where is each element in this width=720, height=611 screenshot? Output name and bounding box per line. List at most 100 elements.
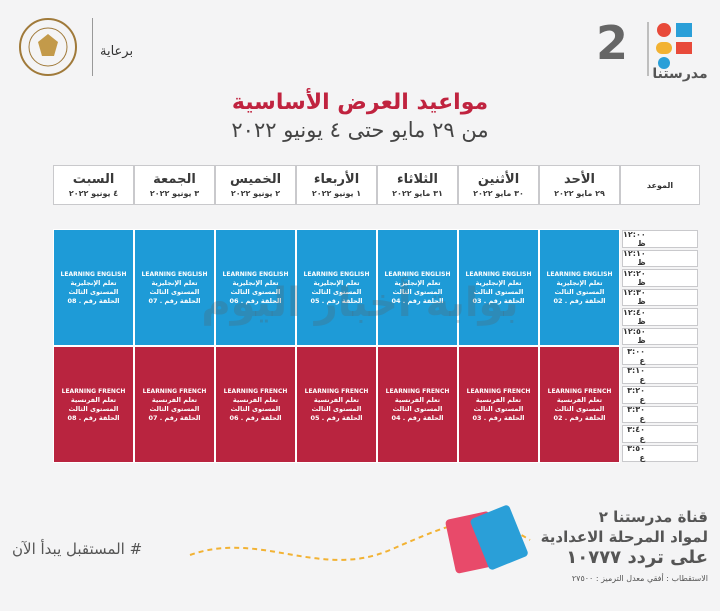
footer-decoration xyxy=(189,505,531,574)
day-date: ٣١ مايو ٢٠٢٢ xyxy=(392,189,443,198)
program-episode: الحلقة رقم . 02 xyxy=(553,413,606,422)
day-name: الأحد xyxy=(564,172,596,187)
day-date: ١ يونيو ٢٠٢٢ xyxy=(311,189,362,198)
program-subject: تعلم الإنجليزية xyxy=(556,278,603,287)
day-name: الأربعاء xyxy=(313,172,360,187)
program-title: LEARNING ENGLISH xyxy=(465,270,532,278)
program-subject: تعلم الفرنسية xyxy=(70,395,117,404)
program-level: المستوى الثالث xyxy=(149,287,200,296)
program-title: LEARNING ENGLISH xyxy=(60,270,127,278)
program-subject: تعلم الفرنسية xyxy=(232,395,279,404)
program-level: المستوى الثالث xyxy=(230,287,281,296)
program-level: المستوى الثالث xyxy=(68,404,119,413)
time-cell: ٣:٤٠ ع xyxy=(622,425,698,443)
program-title: LEARNING ENGLISH xyxy=(222,270,289,278)
program-title: LEARNING FRENCH xyxy=(547,387,612,395)
day-header: الأثنين ٣٠ مايو ٢٠٢٢ xyxy=(458,165,539,205)
day-date: ٢٩ مايو ٢٠٢٢ xyxy=(554,189,605,198)
program-cell: LEARNING ENGLISH تعلم الإنجليزية المستوى ا… xyxy=(53,229,134,346)
program-cell: LEARNING FRENCH تعلم الفرنسية المستوى الثا… xyxy=(539,346,620,463)
program-level: المستوى الثالث xyxy=(149,404,200,413)
brand-logo xyxy=(647,22,692,76)
program-title: LEARNING ENGLISH xyxy=(303,270,370,278)
day-header: السبت ٤ يونيو ٢٠٢٢ xyxy=(53,165,134,205)
program-level: المستوى الثالث xyxy=(311,404,362,413)
channel: قناة مدرستنا ٢ xyxy=(598,508,708,526)
day-date: ٣٠ مايو ٢٠٢٢ xyxy=(473,189,524,198)
day-name: الخميس xyxy=(229,172,282,187)
program-subject: تعلم الإنجليزية xyxy=(232,278,279,287)
program-level: المستوى الثالث xyxy=(311,287,362,296)
program-cell: LEARNING FRENCH تعلم الفرنسية المستوى الثا… xyxy=(53,346,134,463)
day-header: الأربعاء ١ يونيو ٢٠٢٢ xyxy=(296,165,377,205)
title: مواعيد العرض الأساسية xyxy=(231,90,489,115)
time-cell: ١٢:٢٠ ظ xyxy=(622,269,698,287)
program-episode: الحلقة رقم . 04 xyxy=(391,296,444,305)
program-title: LEARNING FRENCH xyxy=(385,387,450,395)
frequency: على تردد ١٠٧٧٧ xyxy=(566,547,708,568)
program-cell: LEARNING ENGLISH تعلم الإنجليزية المستوى ا… xyxy=(215,229,296,346)
program-subject: تعلم الفرنسية xyxy=(475,395,522,404)
program-episode: الحلقة رقم . 08 xyxy=(67,413,120,422)
channel-subject: لمواد المرحلة الاعدادية xyxy=(540,528,708,546)
time-cell: ١٢:٠٠ ظ xyxy=(622,230,698,248)
program-level: المستوى الثالث xyxy=(554,404,605,413)
program-subject: تعلم الفرنسية xyxy=(151,395,198,404)
program-level: المستوى الثالث xyxy=(68,287,119,296)
day-name: الثلاثاء xyxy=(397,172,438,187)
time-cell: ١٢:١٠ ظ xyxy=(622,249,698,267)
program-cell: LEARNING ENGLISH تعلم الإنجليزية المستوى ا… xyxy=(539,229,620,346)
program-episode: الحلقة رقم . 05 xyxy=(310,413,363,422)
program-subject: تعلم الإنجليزية xyxy=(70,278,117,287)
program-cell: LEARNING FRENCH تعلم الفرنسية المستوى الثا… xyxy=(377,346,458,463)
program-cell: LEARNING FRENCH تعلم الفرنسية المستوى الثا… xyxy=(296,346,377,463)
day-header: الأحد ٢٩ مايو ٢٠٢٢ xyxy=(539,165,620,205)
time-cell: ١٢:٤٠ ظ xyxy=(622,308,698,326)
day-name: السبت xyxy=(72,172,115,187)
time-cell: ٣:٥٠ ع xyxy=(622,444,698,462)
time-cell: ١٢:٥٠ ظ xyxy=(622,327,698,345)
time-cell: ١٢:٣٠ ظ xyxy=(622,288,698,306)
program-level: المستوى الثالث xyxy=(473,287,524,296)
divider xyxy=(92,18,93,76)
program-level: المستوى الثالث xyxy=(473,404,524,413)
watermark: بوابة أخبار اليوم xyxy=(201,280,519,326)
sponsor: برعاية xyxy=(100,44,134,59)
ministry-seal xyxy=(19,18,77,76)
day-header: الخميس ٢ يونيو ٢٠٢٢ xyxy=(215,165,296,205)
program-title: LEARNING FRENCH xyxy=(142,387,207,395)
program-cell: LEARNING ENGLISH تعلم الإنجليزية المستوى ا… xyxy=(134,229,215,346)
program-episode: الحلقة رقم . 08 xyxy=(67,296,120,305)
program-episode: الحلقة رقم . 05 xyxy=(310,296,363,305)
time-cell: ٣:٢٠ ع xyxy=(622,386,698,404)
day-header: الثلاثاء ٣١ مايو ٢٠٢٢ xyxy=(377,165,458,205)
slogan: # المستقبل يبدأ الآن xyxy=(12,540,143,558)
program-cell: LEARNING FRENCH تعلم الفرنسية المستوى الثا… xyxy=(215,346,296,463)
program-title: LEARNING ENGLISH xyxy=(384,270,451,278)
program-episode: الحلقة رقم . 03 xyxy=(472,413,525,422)
program-title: LEARNING ENGLISH xyxy=(546,270,613,278)
time-cell: ٣:٣٠ ع xyxy=(622,405,698,423)
program-level: المستوى الثالث xyxy=(392,287,443,296)
program-cell: LEARNING FRENCH تعلم الفرنسية المستوى الثا… xyxy=(458,346,539,463)
time-cell: ٣:٠٠ ع xyxy=(622,347,698,365)
program-title: LEARNING FRENCH xyxy=(223,387,288,395)
program-episode: الحلقة رقم . 04 xyxy=(391,413,444,422)
program-cell: LEARNING ENGLISH تعلم الإنجليزية المستوى ا… xyxy=(296,229,377,346)
subtitle: من ٢٩ مايو حتى ٤ يونيو ٢٠٢٢ xyxy=(231,118,489,142)
time-header: الموعد xyxy=(620,165,700,205)
brand-name: مدرستنا xyxy=(652,66,708,82)
program-subject: تعلم الإنجليزية xyxy=(313,278,360,287)
program-episode: الحلقة رقم . 02 xyxy=(553,296,606,305)
program-subject: تعلم الإنجليزية xyxy=(475,278,522,287)
program-title: LEARNING FRENCH xyxy=(61,387,126,395)
program-episode: الحلقة رقم . 07 xyxy=(148,296,201,305)
program-subject: تعلم الفرنسية xyxy=(394,395,441,404)
program-subject: تعلم الفرنسية xyxy=(313,395,360,404)
program-episode: الحلقة رقم . 03 xyxy=(472,296,525,305)
program-level: المستوى الثالث xyxy=(554,287,605,296)
program-cell: LEARNING ENGLISH تعلم الإنجليزية المستوى ا… xyxy=(377,229,458,346)
time-cell: ٣:١٠ ع xyxy=(622,366,698,384)
day-header: الجمعة ٣ يونيو ٢٠٢٢ xyxy=(134,165,215,205)
